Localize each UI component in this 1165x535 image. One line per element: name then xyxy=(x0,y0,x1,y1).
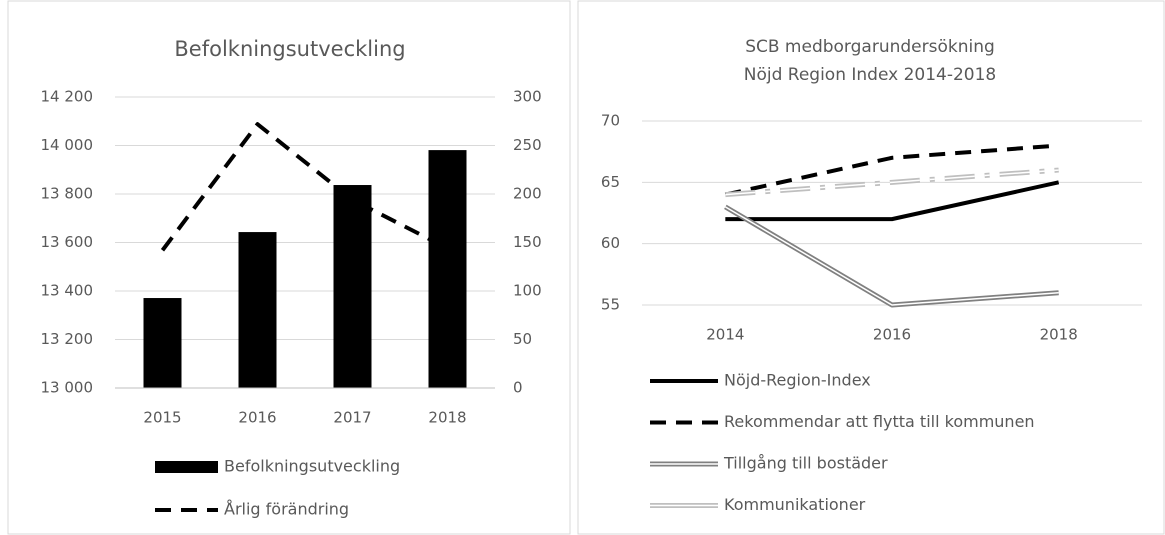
x-tick-label: 2017 xyxy=(333,409,371,427)
y-tick-label: 60 xyxy=(601,234,620,252)
legend-swatch xyxy=(155,461,218,473)
line-inner xyxy=(725,169,1059,196)
x-tick-label: 2016 xyxy=(238,409,276,427)
y2-tick-label: 50 xyxy=(513,330,532,348)
line-inner xyxy=(724,206,1059,306)
x-tick-label: 2018 xyxy=(428,409,466,427)
bar xyxy=(428,150,467,388)
legend-label: Kommunikationer xyxy=(724,495,866,514)
legend-label: Rekommendar att flytta till kommunen xyxy=(724,412,1035,431)
legend-label: Befolkningsutveckling xyxy=(224,457,400,476)
bar xyxy=(333,185,372,388)
y-tick-label: 55 xyxy=(601,296,620,314)
y2-tick-label: 0 xyxy=(513,379,523,397)
chart-title: Nöjd Region Index 2014-2018 xyxy=(744,65,997,85)
x-tick-label: 2015 xyxy=(143,409,181,427)
chart-title: Befolkningsutveckling xyxy=(174,37,405,61)
line xyxy=(725,180,1060,222)
y-tick-label: 13 600 xyxy=(41,233,94,251)
y2-tick-label: 100 xyxy=(513,282,542,300)
legend-label: Nöjd-Region-Index xyxy=(724,371,871,390)
x-tick-label: 2018 xyxy=(1040,326,1078,344)
x-tick-label: 2016 xyxy=(873,326,911,344)
x-tick-label: 2014 xyxy=(706,326,744,344)
legend-label: Årlig förändring xyxy=(224,500,349,519)
y-tick-label: 70 xyxy=(601,112,620,130)
y-tick-label: 13 400 xyxy=(41,282,94,300)
line xyxy=(160,122,449,252)
panel xyxy=(577,0,1165,535)
y-tick-label: 65 xyxy=(601,173,620,191)
y2-tick-label: 250 xyxy=(513,136,542,154)
legend-label: Tillgång till bostäder xyxy=(723,454,888,473)
y2-tick-label: 300 xyxy=(513,88,542,106)
y-tick-label: 13 800 xyxy=(41,185,94,203)
y2-tick-label: 150 xyxy=(513,233,542,251)
bar xyxy=(238,232,277,388)
bar xyxy=(143,298,182,388)
panel xyxy=(7,0,571,535)
y-tick-label: 13 200 xyxy=(41,330,94,348)
y2-tick-label: 200 xyxy=(513,185,542,203)
chart-title: SCB medborgarundersökning xyxy=(745,37,995,57)
y-tick-label: 13 000 xyxy=(41,379,94,397)
y-tick-label: 14 000 xyxy=(41,136,94,154)
y-tick-label: 14 200 xyxy=(41,88,94,106)
line xyxy=(724,143,1059,197)
